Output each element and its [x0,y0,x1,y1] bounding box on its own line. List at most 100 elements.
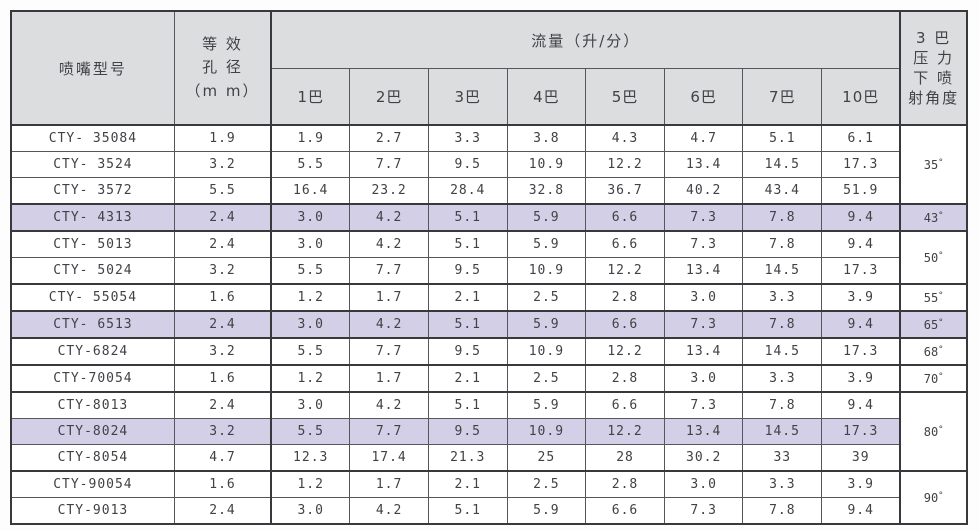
flow-cell: 5.5 [270,257,351,285]
flow-cell: 5.5 [270,418,351,445]
flow-cell: 5.5 [270,151,351,178]
flow-cell: 10.9 [506,337,587,366]
flow-cell: 5.9 [506,230,587,258]
flow-cell: 12.3 [270,444,351,472]
nozzle-spec-table-container: 喷嘴型号 等 效 孔 径 （m m） 流量（升/分） 3 巴 压 力 下 喷 射… [10,10,968,525]
degree-symbol: ° [938,157,944,168]
col-header-pressure-6巴: 6巴 [663,68,744,126]
spray-angle-cell: 68° [899,337,968,366]
flow-cell: 7.8 [742,497,823,525]
degree-symbol: ° [938,290,944,301]
aperture-cell: 3.2 [173,257,272,285]
flow-cell: 9.5 [427,257,508,285]
col-header-pressure-3巴: 3巴 [427,68,508,126]
flow-cell: 5.1 [427,391,508,419]
flow-cell: 4.2 [349,310,429,339]
flow-cell: 6.6 [585,310,665,339]
flow-cell: 2.7 [349,124,429,152]
flow-cell: 3.3 [742,364,823,393]
flow-cell: 1.7 [349,283,429,312]
flow-cell: 4.2 [349,203,429,232]
flow-cell: 3.3 [742,470,823,498]
flow-cell: 23.2 [349,177,429,205]
flow-cell: 7.3 [663,497,744,525]
flow-cell: 28.4 [427,177,508,205]
table-row: CTY-90054 1.6 1.2 1.7 2.1 2.5 2.8 3.0 3.3 3.9 90° [10,470,968,525]
flow-cell: 3.0 [663,283,744,312]
degree-symbol: ° [938,371,944,382]
table-row: CTY- 6513 2.4 3.0 4.2 5.1 5.9 6.6 7.3 7.8 9.4 65° [10,310,968,339]
flow-cell: 3.0 [663,364,744,393]
table-row: CTY- 4313 2.4 3.0 4.2 5.1 5.9 6.6 7.3 7.8 9.4 43° [10,203,968,232]
aperture-cell: 2.4 [173,391,272,419]
col-header-aperture: 等 效 孔 径 （m m） [173,10,272,126]
aperture-cell: 2.4 [173,310,272,339]
flow-cell: 6.6 [585,230,665,258]
flow-cell: 21.3 [427,444,508,472]
flow-cell: 17.3 [821,418,901,445]
flow-cell: 4.2 [349,230,429,258]
model-cell: CTY- 3524 [10,151,175,178]
flow-cell: 3.0 [663,470,744,498]
flow-cell: 12.2 [585,257,665,285]
aperture-cell: 3.2 [173,337,272,366]
flow-cell: 28 [585,444,665,472]
aperture-cell: 3.2 [173,151,272,178]
flow-cell: 1.2 [270,470,351,498]
flow-cell: 3.9 [821,470,901,498]
flow-cell: 6.1 [821,124,901,152]
flow-cell: 39 [821,444,901,472]
flow-cell: 9.4 [821,497,901,525]
flow-cell: 2.1 [427,283,508,312]
table-row: CTY- 5013 2.4 3.0 4.2 5.1 5.9 6.6 7.3 7.8 9.4 50° [10,230,968,285]
flow-cell: 9.4 [821,310,901,339]
degree-symbol: ° [938,210,944,221]
flow-cell: 3.8 [506,124,587,152]
flow-cell: 2.5 [506,283,587,312]
flow-cell: 1.7 [349,470,429,498]
flow-cell: 10.9 [506,151,587,178]
flow-cell: 5.1 [427,497,508,525]
flow-cell: 3.0 [270,230,351,258]
aperture-cell: 1.6 [173,364,272,393]
flow-cell: 9.5 [427,151,508,178]
aperture-cell: 4.7 [173,444,272,472]
flow-cell: 51.9 [821,177,901,205]
flow-cell: 7.3 [663,203,744,232]
table-row: CTY- 5024 3.2 5.5 7.7 9.5 10.9 12.2 13.4 14.5 17.… [10,257,967,285]
flow-cell: 2.1 [427,470,508,498]
flow-cell: 2.8 [585,283,665,312]
spray-angle-cell: 90° [899,470,968,525]
flow-cell: 4.7 [663,124,744,152]
flow-cell: 1.9 [270,124,351,152]
model-cell: CTY-6824 [10,337,175,366]
flow-cell: 7.8 [742,203,823,232]
spray-angle-cell: 65° [899,310,968,339]
flow-cell: 12.2 [585,151,665,178]
flow-cell: 10.9 [506,418,587,445]
aperture-cell: 1.9 [173,124,272,152]
flow-cell: 3.0 [270,203,351,232]
flow-cell: 7.7 [349,257,429,285]
flow-cell: 7.7 [349,418,429,445]
degree-symbol: ° [938,490,944,501]
flow-cell: 1.7 [349,364,429,393]
aperture-cell: 3.2 [173,418,272,445]
table-row: CTY-8024 3.2 5.5 7.7 9.5 10.9 12.2 13.4 14.5 17.3 [10,418,967,445]
model-cell: CTY- 4313 [10,203,175,232]
flow-cell: 2.8 [585,364,665,393]
flow-cell: 4.2 [349,497,429,525]
flow-cell: 7.7 [349,337,429,366]
flow-cell: 17.4 [349,444,429,472]
model-cell: CTY- 35084 [10,124,175,152]
flow-cell: 13.4 [663,151,744,178]
flow-cell: 13.4 [663,418,744,445]
flow-cell: 5.5 [270,337,351,366]
flow-cell: 12.2 [585,337,665,366]
table-row: CTY-9013 2.4 3.0 4.2 5.1 5.9 6.6 7.3 7.8 9.4 [10,497,967,525]
nozzle-spec-table: 喷嘴型号 等 效 孔 径 （m m） 流量（升/分） 3 巴 压 力 下 喷 射… [10,10,968,525]
table-row: CTY- 55054 1.6 1.2 1.7 2.1 2.5 2.8 3.0 3.3 3.9 55° [10,283,968,312]
flow-cell: 1.2 [270,364,351,393]
col-header-model: 喷嘴型号 [10,10,175,126]
flow-cell: 4.3 [585,124,665,152]
